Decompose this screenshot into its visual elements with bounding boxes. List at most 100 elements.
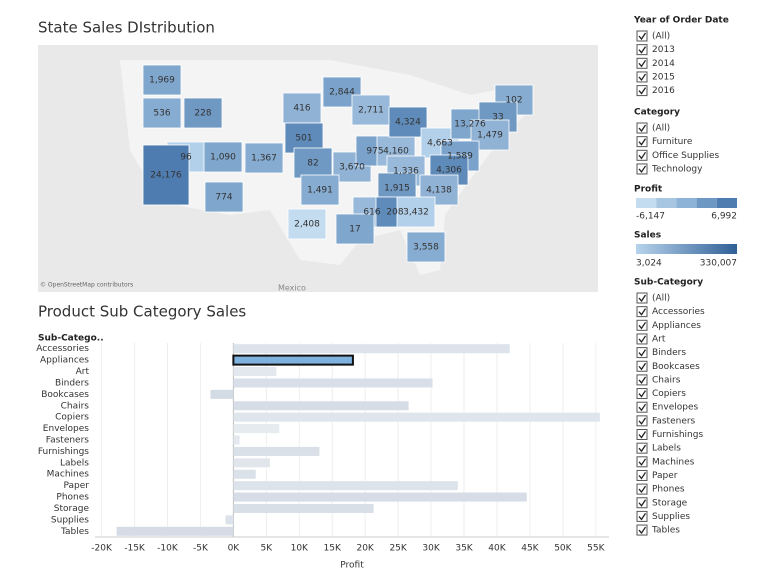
- checkbox[interactable]: [636, 333, 648, 345]
- x-tick-label: 20K: [356, 544, 374, 554]
- checkbox[interactable]: [636, 319, 648, 331]
- bar[interactable]: [233, 435, 240, 445]
- bar[interactable]: [233, 344, 510, 354]
- filter-option[interactable]: Machines: [652, 457, 695, 467]
- checkbox[interactable]: [636, 71, 648, 83]
- filter-option[interactable]: Furnishings: [652, 430, 703, 440]
- filter-option[interactable]: Copiers: [652, 389, 686, 399]
- checkmark: [638, 349, 647, 357]
- bar[interactable]: [233, 446, 320, 456]
- bar[interactable]: [210, 389, 234, 399]
- bar[interactable]: [233, 367, 277, 377]
- filter-option[interactable]: Tables: [651, 526, 680, 536]
- filter-option[interactable]: Chairs: [652, 375, 681, 385]
- bar[interactable]: [233, 401, 409, 411]
- filter-option[interactable]: (All): [652, 32, 670, 42]
- checkbox[interactable]: [636, 388, 648, 400]
- checkbox[interactable]: [636, 483, 648, 495]
- checkbox[interactable]: [636, 442, 648, 454]
- checkmark: [638, 32, 647, 41]
- checkmark: [638, 335, 647, 344]
- checkbox[interactable]: [636, 85, 648, 97]
- state-label: 1,479: [477, 131, 503, 141]
- filter-option[interactable]: Technology: [651, 164, 703, 174]
- filter-option[interactable]: (All): [652, 124, 670, 134]
- checkbox[interactable]: [636, 163, 648, 175]
- checkbox[interactable]: [636, 122, 648, 134]
- state-label: 4,138: [426, 186, 452, 196]
- checkbox[interactable]: [636, 360, 648, 372]
- filter-option[interactable]: Binders: [652, 348, 686, 358]
- bar[interactable]: [233, 412, 600, 422]
- checkbox[interactable]: [636, 306, 648, 318]
- legend-gradient: [636, 244, 737, 254]
- checkbox[interactable]: [636, 292, 648, 304]
- checkbox[interactable]: [636, 524, 648, 536]
- x-tick-label: 15K: [324, 544, 342, 554]
- checkbox[interactable]: [636, 429, 648, 440]
- bar[interactable]: [233, 424, 280, 434]
- filter-option[interactable]: Envelopes: [652, 403, 699, 413]
- y-tick-label: Supplies: [51, 515, 89, 525]
- filter-option[interactable]: Accessories: [652, 307, 705, 317]
- filter-option[interactable]: Furniture: [652, 137, 693, 147]
- filter-option[interactable]: 2013: [652, 45, 675, 55]
- state-label: 13,276: [454, 120, 486, 130]
- bar[interactable]: [233, 492, 527, 502]
- filter-option[interactable]: 2016: [652, 86, 675, 96]
- filter-option[interactable]: Supplies: [652, 512, 690, 522]
- filter-option[interactable]: Phones: [652, 485, 685, 495]
- checkbox[interactable]: [636, 497, 648, 509]
- filter-option[interactable]: 2015: [652, 72, 675, 82]
- checkbox[interactable]: [636, 57, 648, 69]
- x-tick-label: 35K: [455, 544, 473, 554]
- x-tick-label: 50K: [554, 544, 572, 554]
- bar[interactable]: [225, 515, 234, 525]
- filter-option[interactable]: Appliances: [652, 321, 701, 331]
- filter-option[interactable]: Art: [652, 334, 666, 344]
- checkbox[interactable]: [636, 347, 648, 359]
- checkbox[interactable]: [636, 510, 648, 522]
- checkbox[interactable]: [636, 149, 648, 161]
- state-region: [293, 147, 333, 179]
- checkmark: [638, 444, 647, 453]
- filter-option[interactable]: 2014: [652, 59, 675, 69]
- filter-option[interactable]: Storage: [652, 498, 688, 508]
- bar-title: Product Sub Category Sales: [38, 303, 246, 321]
- checkmark: [638, 403, 647, 412]
- checkbox[interactable]: [636, 469, 648, 481]
- state-label: 228: [194, 109, 211, 119]
- bar[interactable]: [232, 354, 354, 366]
- checkbox[interactable]: [636, 136, 648, 148]
- checkmark: [638, 485, 647, 494]
- filter-option[interactable]: Fasteners: [652, 416, 696, 426]
- map-attribution: © OpenStreetMap contributors: [40, 282, 133, 289]
- bar[interactable]: [233, 503, 374, 513]
- checkmark: [638, 431, 647, 439]
- checkmark: [638, 73, 647, 82]
- state-label: 1,336: [393, 167, 419, 177]
- filter-option[interactable]: Labels: [652, 444, 681, 454]
- bar[interactable]: [233, 458, 270, 468]
- bar[interactable]: [233, 469, 256, 479]
- state-label: 416: [293, 104, 310, 114]
- checkbox[interactable]: [636, 374, 648, 386]
- state-label: 208: [386, 208, 403, 218]
- filter-option[interactable]: Paper: [652, 471, 678, 481]
- state-region: [351, 94, 391, 126]
- y-tick-label: Tables: [60, 527, 89, 537]
- state-region: [406, 231, 446, 263]
- bar[interactable]: [116, 526, 234, 536]
- filter-option[interactable]: (All): [652, 294, 670, 304]
- checkbox[interactable]: [636, 30, 648, 42]
- bar[interactable]: [233, 378, 433, 388]
- checkbox[interactable]: [636, 401, 648, 413]
- x-tick-label: 55K: [587, 544, 605, 554]
- bar[interactable]: [233, 481, 458, 491]
- checkbox[interactable]: [636, 44, 648, 56]
- checkbox[interactable]: [636, 415, 648, 427]
- filter-option[interactable]: Office Supplies: [652, 151, 720, 161]
- checkbox[interactable]: [636, 456, 648, 468]
- state-region: [142, 97, 182, 129]
- filter-option[interactable]: Bookcases: [652, 362, 700, 372]
